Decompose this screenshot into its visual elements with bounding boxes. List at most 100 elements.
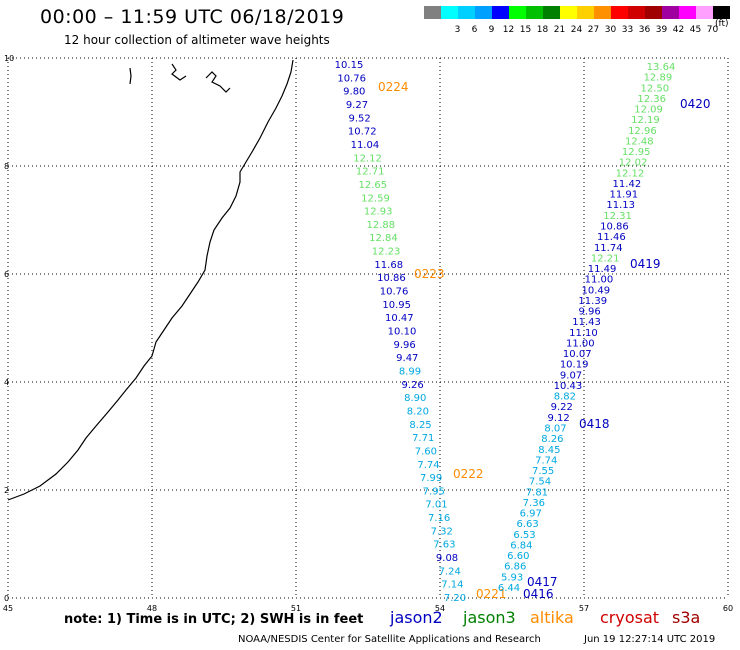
wave-height-value: 6.84 [510,540,532,551]
wave-height-value: 6.97 [520,509,542,520]
scale-swatch [424,6,441,19]
y-tick-label: 2 [4,486,9,495]
wave-height-value: 7.24 [439,566,461,577]
wave-height-value: 7.16 [428,513,450,524]
wave-height-value: 11.74 [594,243,623,254]
wave-height-value: 8.20 [407,406,429,417]
wave-height-value: 11.46 [597,232,626,243]
wave-height-value: 6.44 [498,583,520,594]
axis-labels: 45 48 51 54 57 60 0 2 4 6 8 10 [3,54,733,613]
scale-label: 39 [655,25,668,35]
y-tick-label: 4 [4,378,9,387]
scale-swatch [543,6,560,19]
wave-height-value: 11.00 [566,338,595,349]
scale-swatch [475,6,492,19]
coastline [7,59,294,501]
scale-swatch [441,6,458,19]
map-subtitle: 12 hour collection of altimeter wave hei… [64,33,330,47]
wave-height-value: 12.12 [616,168,645,179]
scale-swatch [645,6,662,19]
wave-height-value: 12.09 [634,105,663,116]
wave-height-value: 7.99 [420,473,442,484]
wave-height-value: 12.59 [361,193,390,204]
scale-swatch [526,6,543,19]
wave-height-value: 12.21 [591,253,620,264]
y-tick-label: 0 [4,594,9,603]
y-tick-label: 6 [4,270,9,279]
coastline-path [7,59,294,501]
wave-height-value: 11.13 [606,200,635,211]
credit-text: NOAA/NESDIS Center for Satellite Applica… [238,634,541,645]
pass-time-label: 0418 [579,417,610,431]
wave-height-value: 13.64 [647,62,676,73]
wave-height-value: 11.49 [588,264,617,275]
scale-label: 18 [536,25,549,35]
scale-swatch [458,6,475,19]
scale-label: 15 [519,25,532,35]
pass-time-label: 0420 [680,97,711,111]
wave-height-value: 12.50 [640,83,669,94]
wave-height-value: 8.99 [399,366,421,377]
wave-height-value: 11.10 [569,328,598,339]
wave-height-value: 10.15 [335,60,364,71]
wave-height-value: 7.81 [526,487,548,498]
wave-height-value: 12.36 [637,94,666,105]
y-tick-label: 10 [4,54,14,63]
wave-height-value: 8.26 [541,434,563,445]
wave-height-value: 11.39 [578,296,607,307]
scale-label: 12 [502,25,515,35]
wave-height-value: 8.82 [554,392,576,403]
wave-height-value: 11.42 [613,179,642,190]
scale-unit: (ft) [715,19,729,29]
scale-swatch [713,6,730,19]
map-title: 00:00 – 11:59 UTC 06/18/2019 [40,6,345,28]
wave-height-value: 9.07 [560,370,582,381]
wave-height-value: 9.80 [343,87,365,98]
scale-label: 30 [604,25,617,35]
pass-time-label: 0419 [630,257,661,271]
scale-swatch [628,6,645,19]
wave-height-value: 12.19 [631,115,660,126]
wave-height-value: 10.86 [600,221,629,232]
scale-label: 36 [638,25,651,35]
lat-lon-grid [7,57,729,599]
wave-height-value: 12.93 [364,207,393,218]
wave-height-value: 12.96 [628,126,657,137]
scale-label: 42 [672,25,685,35]
wave-height-value: 12.12 [353,153,382,164]
legend-jason2: jason2 [390,608,443,627]
wave-height-value: 10.19 [560,360,589,371]
wave-height-value: 9.96 [394,340,416,351]
wave-height-value: 10.76 [337,73,366,84]
wave-height-value: 10.95 [382,300,411,311]
legend-cryosat: cryosat [600,608,660,627]
wave-height-value: 12.89 [644,73,673,84]
scale-label: 24 [570,25,583,35]
pass-time-label: 0222 [453,467,484,481]
wave-height-value: 7.54 [529,477,551,488]
wave-height-value: 10.07 [563,349,592,360]
scale-swatch [492,6,509,19]
wave-height-value: 6.86 [504,562,526,573]
x-tick-label: 48 [147,604,157,613]
legend-s3a: s3a [672,608,701,627]
wave-height-value: 7.55 [532,466,554,477]
wave-height-value: 7.20 [444,593,466,604]
legend-jason3: jason3 [463,608,516,627]
island-1 [129,67,132,85]
x-tick-label: 60 [723,604,733,613]
legend-altika: altika [530,608,574,627]
wave-height-value: 11.04 [351,140,380,151]
wave-height-value: 11.00 [585,275,614,286]
wave-height-value: 9.96 [579,307,601,318]
scale-label: 6 [471,25,478,35]
wave-height-value: 7.71 [412,433,434,444]
wave-height-value: 7.60 [415,446,437,457]
wave-height-value: 7.36 [523,498,545,509]
scale-label: 45 [689,25,702,35]
wave-height-value: 7.14 [441,580,463,591]
wave-height-value: 12.23 [372,247,401,258]
satellite-tracks: 10.1510.769.809.279.5210.7211.0412.1212.… [335,60,711,604]
wave-height-value: 10.10 [388,327,417,338]
